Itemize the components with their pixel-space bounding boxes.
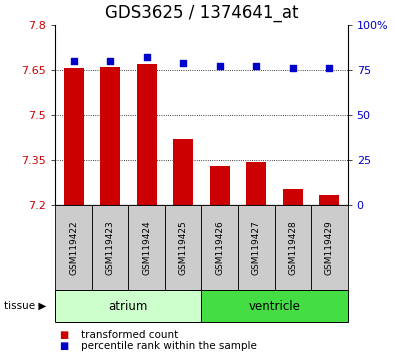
Bar xyxy=(128,205,165,290)
Text: GSM119426: GSM119426 xyxy=(215,221,224,275)
Text: GSM119429: GSM119429 xyxy=(325,221,334,275)
Text: tissue ▶: tissue ▶ xyxy=(4,301,46,311)
Title: GDS3625 / 1374641_at: GDS3625 / 1374641_at xyxy=(105,4,298,22)
Point xyxy=(70,58,77,64)
Text: atrium: atrium xyxy=(109,300,148,313)
Bar xyxy=(283,189,303,205)
Text: ventricle: ventricle xyxy=(248,300,301,313)
Point xyxy=(180,60,186,65)
Text: GSM119423: GSM119423 xyxy=(105,221,115,275)
Text: GSM119425: GSM119425 xyxy=(179,221,188,275)
Text: ■: ■ xyxy=(59,341,68,351)
Bar xyxy=(64,68,84,205)
Bar xyxy=(201,205,238,290)
Bar xyxy=(319,195,339,205)
Point xyxy=(107,58,113,64)
Text: GSM119427: GSM119427 xyxy=(252,221,261,275)
Bar xyxy=(201,290,348,322)
Bar xyxy=(100,67,120,205)
Bar xyxy=(55,205,92,290)
Bar xyxy=(92,205,128,290)
Bar xyxy=(311,205,348,290)
Bar xyxy=(165,205,201,290)
Bar xyxy=(246,162,266,205)
Bar xyxy=(173,139,193,205)
Text: percentile rank within the sample: percentile rank within the sample xyxy=(81,341,257,351)
Text: ■: ■ xyxy=(59,330,68,339)
Text: GSM119428: GSM119428 xyxy=(288,221,297,275)
Bar xyxy=(55,290,201,322)
Bar xyxy=(137,64,157,205)
Bar xyxy=(238,205,275,290)
Text: GSM119424: GSM119424 xyxy=(142,221,151,275)
Point xyxy=(143,55,150,60)
Bar xyxy=(275,205,311,290)
Point xyxy=(216,63,223,69)
Text: GSM119422: GSM119422 xyxy=(69,221,78,275)
Bar xyxy=(210,166,230,205)
Point xyxy=(253,63,260,69)
Point xyxy=(326,65,333,71)
Text: transformed count: transformed count xyxy=(81,330,178,339)
Point xyxy=(290,65,296,71)
